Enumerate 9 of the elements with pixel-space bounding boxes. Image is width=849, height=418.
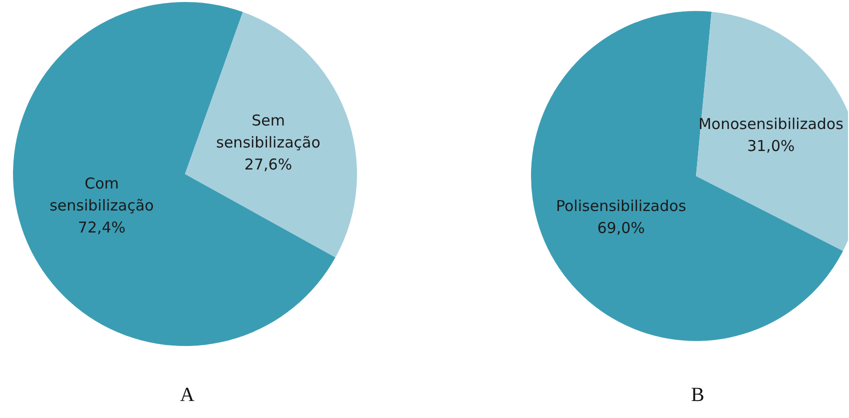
text: A <box>180 384 195 406</box>
data-label: 72,4% <box>78 218 126 236</box>
data-label: 27,6% <box>244 156 292 174</box>
data-label: 31,0% <box>747 136 795 155</box>
text: B <box>691 384 704 406</box>
slice-label: Polisensibilizados <box>556 197 686 216</box>
slice-label: Sem sensibilização <box>216 112 320 152</box>
slice-label: Com sensibilização <box>50 174 154 214</box>
data-label: 69,0% <box>597 219 645 238</box>
